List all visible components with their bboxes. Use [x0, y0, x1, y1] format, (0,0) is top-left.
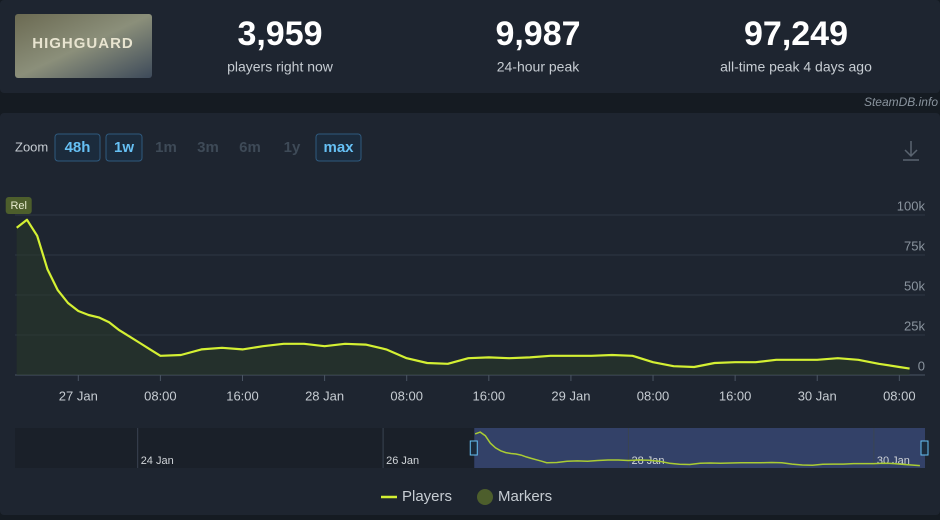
marker-flag: [5, 197, 32, 214]
zoom-label: Zoom: [15, 139, 48, 154]
stat-value: 9,987: [495, 15, 580, 53]
header-panel: [0, 0, 940, 93]
game-image: [15, 14, 152, 78]
stat-value: 3,959: [237, 15, 322, 53]
legend-label[interactable]: Players: [402, 488, 452, 505]
zoom-button[interactable]: [105, 133, 143, 162]
x-tick-label: 08:00: [883, 388, 916, 403]
x-tick-label: 16:00: [226, 388, 259, 403]
x-tick-label: 08:00: [390, 388, 423, 403]
zoom-option[interactable]: 6m: [239, 139, 261, 156]
stat-label: players right now: [227, 59, 334, 75]
series-area: [16, 219, 910, 375]
y-tick-label: 75k: [904, 238, 925, 253]
marker-label: Rel: [10, 200, 27, 212]
stat-value: 97,249: [744, 15, 848, 53]
zoom-option[interactable]: max: [323, 139, 354, 156]
y-tick-label: 0: [918, 358, 925, 373]
x-tick-label: 27 Jan: [59, 388, 98, 403]
navigator-handle[interactable]: [469, 440, 478, 456]
y-tick-label: 100k: [897, 198, 926, 213]
y-tick-label: 25k: [904, 318, 925, 333]
x-tick-label: 28 Jan: [305, 388, 344, 403]
chart-panel: [0, 113, 940, 515]
stat-label: all-time peak 4 days ago: [720, 59, 872, 75]
game-logo: HIGHGUARD: [32, 35, 134, 52]
legend-label[interactable]: Markers: [498, 488, 552, 505]
download-glyph: [903, 141, 919, 161]
x-tick-label: 08:00: [144, 388, 177, 403]
zoom-option[interactable]: 1y: [284, 139, 301, 156]
zoom-button[interactable]: [315, 133, 362, 162]
watermark: SteamDB.info: [864, 95, 938, 109]
zoom-option[interactable]: 1w: [114, 139, 134, 156]
navigator-label: 26 Jan: [386, 455, 419, 467]
legend-swatch: [477, 489, 493, 505]
navigator-window: [474, 428, 925, 468]
stat-label: 24-hour peak: [497, 59, 581, 75]
zoom-option[interactable]: 48h: [65, 139, 91, 156]
x-tick-label: 08:00: [637, 388, 670, 403]
download-icon[interactable]: [903, 141, 919, 161]
zoom-option[interactable]: 1m: [155, 139, 177, 156]
x-tick-label: 30 Jan: [798, 388, 837, 403]
x-tick-label: 29 Jan: [551, 388, 590, 403]
zoom-button[interactable]: [54, 133, 101, 162]
zoom-option[interactable]: 3m: [197, 139, 219, 156]
y-tick-label: 50k: [904, 278, 925, 293]
navigator-label: 24 Jan: [141, 455, 174, 467]
x-tick-label: 16:00: [473, 388, 506, 403]
x-tick-label: 16:00: [719, 388, 752, 403]
navigator-line: [474, 431, 920, 467]
series-line: [16, 218, 910, 370]
navigator-handle[interactable]: [920, 440, 929, 456]
